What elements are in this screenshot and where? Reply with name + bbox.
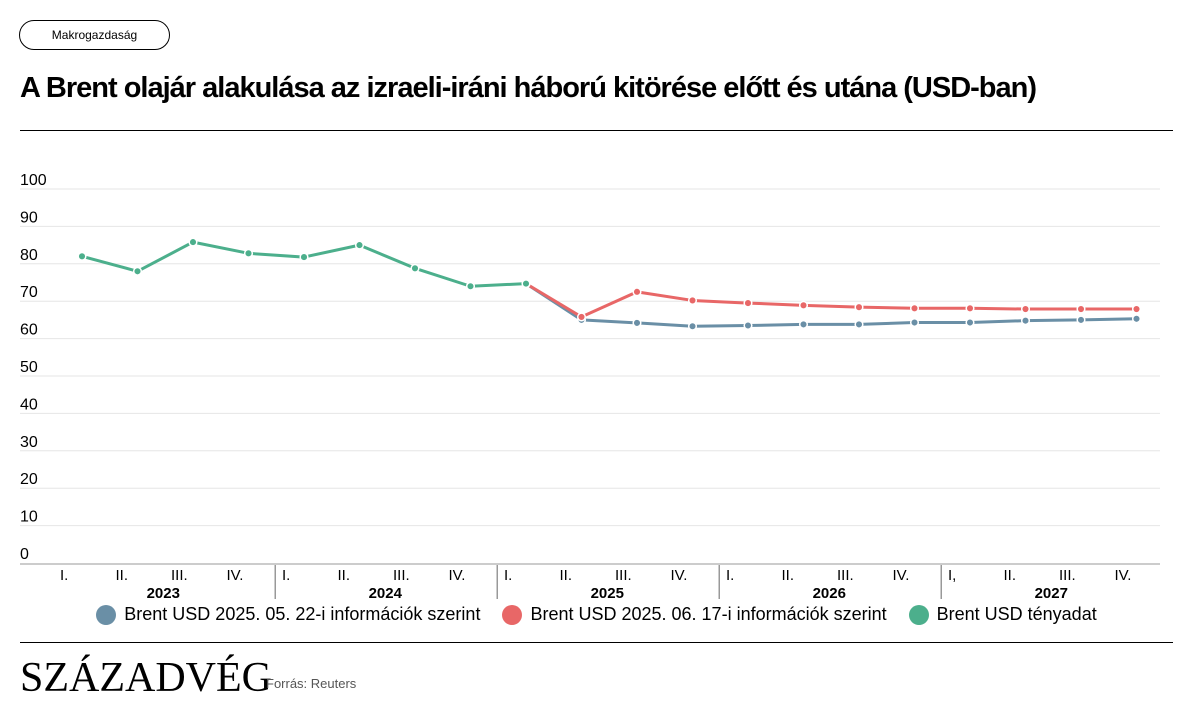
legend-item-june-forecast: Brent USD 2025. 06. 17-i információk sze…	[502, 604, 887, 625]
data-point	[576, 312, 587, 322]
data-point	[1020, 304, 1031, 314]
data-point	[909, 317, 920, 328]
data-point	[354, 240, 365, 250]
y-tick-label: 100	[20, 172, 47, 189]
data-point	[299, 252, 309, 262]
y-tick-label: 30	[20, 434, 38, 451]
year-label: 2023	[147, 585, 180, 600]
y-tick-label: 80	[20, 247, 38, 264]
x-tick-label: III.	[393, 567, 410, 584]
data-point	[465, 281, 476, 291]
data-point	[188, 237, 198, 247]
data-point	[687, 295, 698, 306]
x-tick-label: IV.	[227, 567, 244, 584]
legend-item-actual: Brent USD tényadat	[908, 604, 1097, 625]
category-tag[interactable]: Makrogazdaság	[19, 20, 170, 50]
y-tick-label: 40	[20, 396, 38, 413]
data-point	[410, 263, 420, 273]
x-tick-label: III.	[837, 567, 854, 584]
year-label: 2026	[813, 585, 846, 600]
year-label: 2027	[1035, 585, 1068, 600]
data-point	[1020, 316, 1031, 326]
x-tick-label: II.	[116, 567, 129, 584]
legend-label: Brent USD tényadat	[936, 604, 1097, 624]
chart-title: A Brent olajár alakulása az izraeli-irán…	[20, 72, 1037, 104]
y-tick-label: 50	[20, 359, 38, 376]
year-label: 2024	[369, 585, 403, 600]
chart-legend: Brent USD 2025. 05. 22-i információk sze…	[0, 604, 1193, 625]
footer-divider	[20, 642, 1173, 643]
data-point	[743, 320, 753, 331]
data-point	[521, 279, 531, 289]
data-point	[854, 302, 864, 312]
data-point	[632, 287, 642, 297]
data-point	[77, 251, 87, 261]
legend-marker-icon	[96, 604, 117, 625]
legend-label: Brent USD 2025. 06. 17-i információk sze…	[530, 604, 887, 624]
data-point	[909, 303, 920, 313]
data-point	[1076, 304, 1086, 314]
x-tick-label: IV.	[1115, 567, 1132, 584]
x-tick-label: II.	[560, 567, 573, 584]
data-point	[743, 298, 753, 308]
data-point	[1131, 314, 1142, 324]
x-tick-label: II.	[782, 567, 795, 584]
legend-label: Brent USD 2025. 05. 22-i információk sze…	[124, 604, 481, 624]
legend-marker-icon	[908, 604, 929, 625]
x-tick-label: III.	[171, 567, 188, 584]
data-point	[798, 319, 809, 329]
brand-logo: SZÁZADVÉG	[20, 655, 272, 701]
series-line	[525, 282, 1137, 319]
data-point	[687, 321, 698, 331]
x-tick-label: I.	[726, 567, 734, 584]
x-tick-label: I,	[948, 567, 956, 584]
legend-item-may-forecast: Brent USD 2025. 05. 22-i információk sze…	[96, 604, 480, 625]
x-tick-label: I.	[282, 567, 290, 584]
x-tick-label: II.	[1004, 567, 1017, 584]
x-tick-label: III.	[615, 567, 632, 584]
x-tick-label: I.	[504, 567, 512, 584]
series-line	[525, 282, 1137, 328]
data-point	[243, 248, 254, 258]
data-point	[798, 300, 809, 310]
y-tick-label: 20	[20, 471, 38, 488]
y-tick-label: 0	[20, 546, 29, 563]
data-point	[632, 318, 642, 328]
data-point	[965, 303, 975, 313]
y-tick-label: 70	[20, 284, 38, 301]
x-tick-label: IV.	[893, 567, 910, 584]
legend-marker-icon	[502, 604, 523, 625]
data-point	[854, 319, 864, 329]
x-tick-label: I.	[60, 567, 68, 584]
data-point	[132, 266, 143, 276]
data-point	[965, 317, 975, 328]
x-tick-label: IV.	[449, 567, 466, 584]
y-tick-label: 10	[20, 509, 38, 526]
x-tick-label: IV.	[671, 567, 688, 584]
y-tick-label: 90	[20, 209, 38, 226]
data-point	[1076, 315, 1086, 325]
x-tick-label: II.	[338, 567, 351, 584]
line-chart: 0 10 20 30 40 50 60 70 80 90 100 I. II. III. IV. I. II. I…	[20, 172, 1160, 600]
data-point	[1131, 304, 1142, 314]
title-divider	[20, 130, 1173, 131]
x-tick-label: III.	[1059, 567, 1076, 584]
y-tick-label: 60	[20, 322, 38, 339]
source-note: Forrás: Reuters	[266, 676, 357, 691]
year-label: 2025	[591, 585, 624, 600]
